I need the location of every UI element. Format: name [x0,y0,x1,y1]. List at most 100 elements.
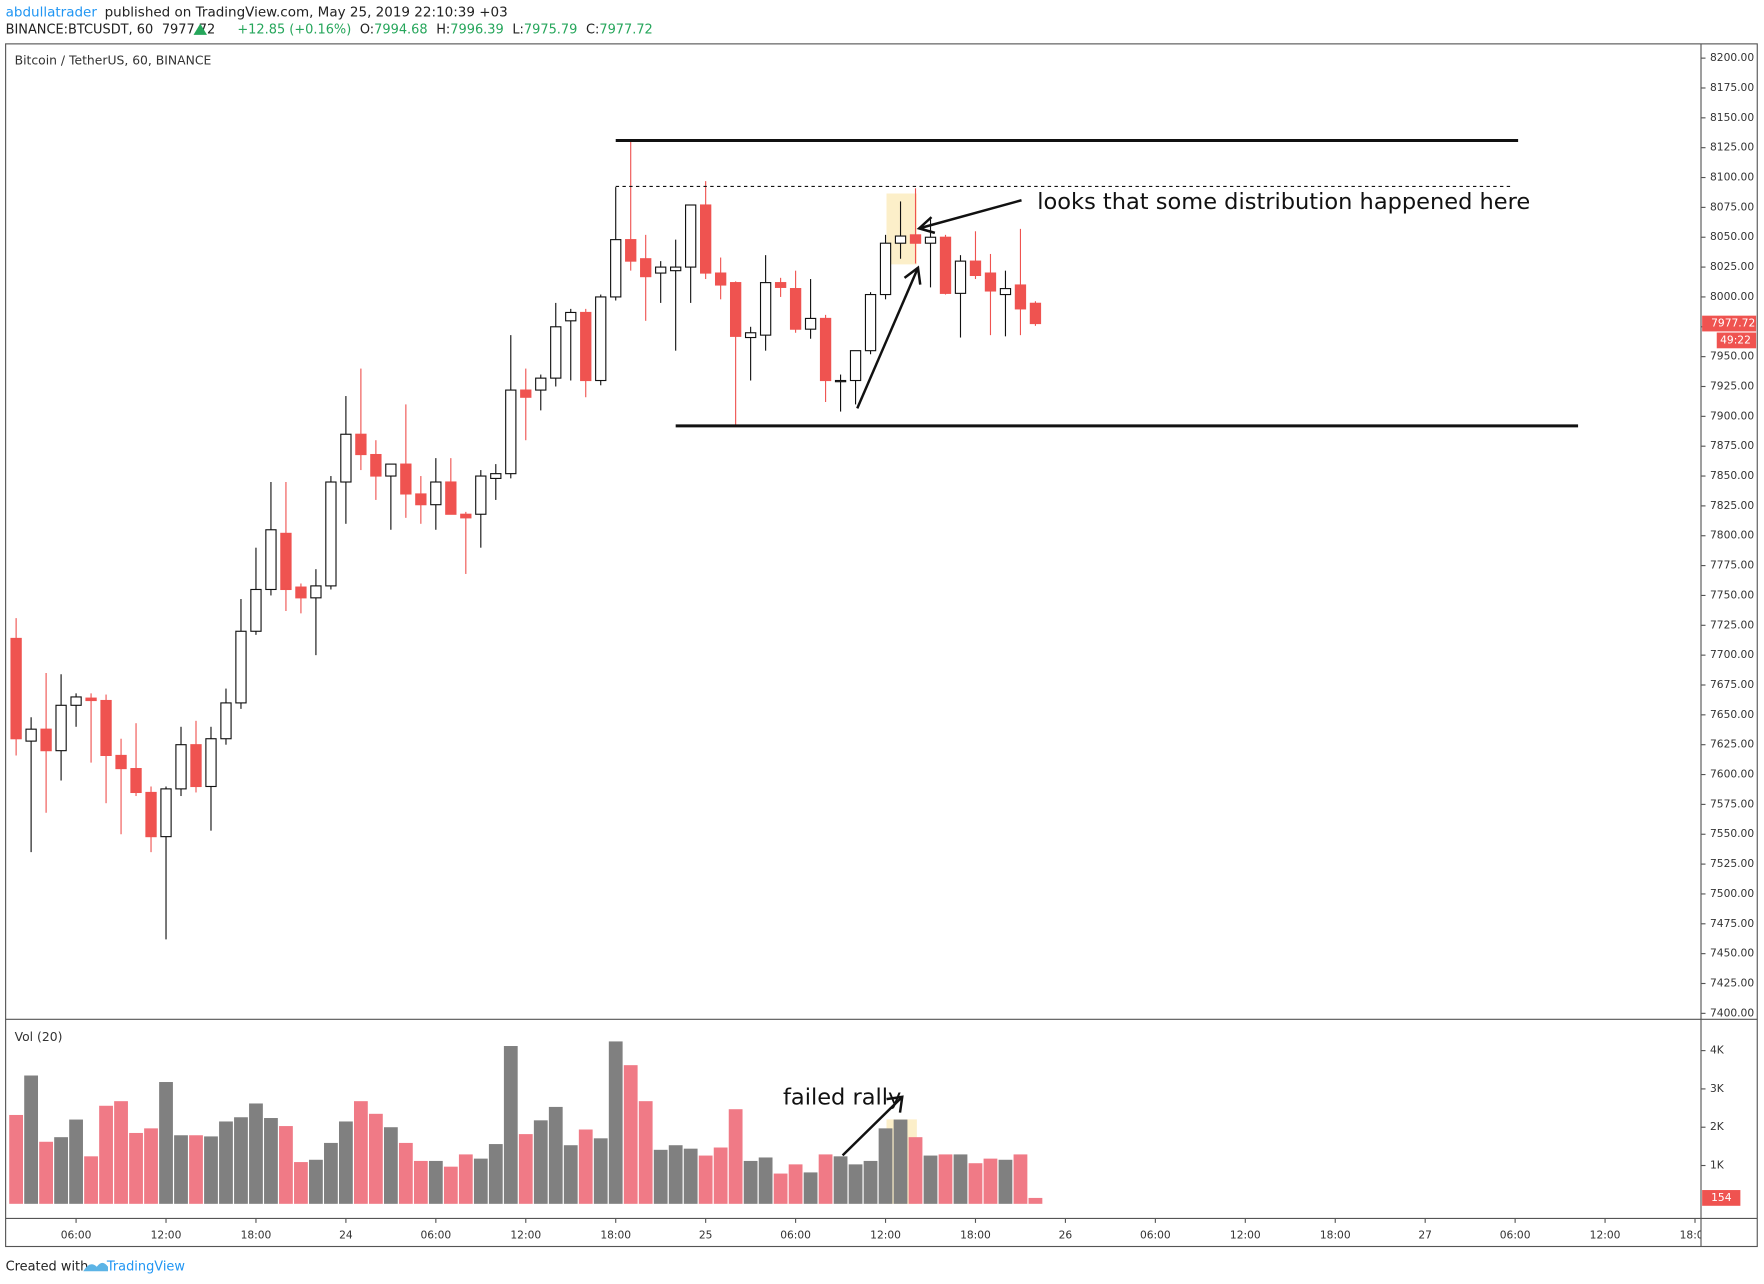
volume-bar [863,1160,878,1204]
candle-body [1029,302,1042,325]
volume-bar [878,1128,893,1204]
volume-bar [608,1041,623,1204]
candle-body [924,236,937,244]
candle-body [205,738,217,788]
arrow-head [916,216,936,235]
volume-bar [623,1065,638,1204]
volume-bar [189,1135,203,1204]
candle-body [670,266,682,272]
candle-body [954,260,967,294]
candle-body [55,704,67,752]
candle-body [355,433,367,456]
y-tick-label: 8000.00 [1710,290,1754,303]
y-tick-label: 7550.00 [1710,827,1754,840]
volume-bar [488,1144,503,1204]
y-tick-label: 8100.00 [1710,171,1754,184]
candle-body [25,728,37,742]
y-tick-label: 7750.00 [1710,588,1754,601]
volume-bar [713,1147,728,1204]
candle-body [849,350,862,382]
volume-bar [204,1136,218,1204]
volume-y-tick-label: 1K [1710,1159,1725,1172]
volume-bar [114,1101,128,1204]
volume-bar [413,1160,428,1204]
x-tick-label: 12:00 [1230,1228,1261,1241]
volume-bar [398,1142,413,1204]
y-tick-label: 7850.00 [1710,469,1754,482]
volume-bar [938,1154,953,1204]
x-tick-label: 12:00 [1590,1228,1621,1241]
y-tick-label: 7600.00 [1710,768,1754,781]
candle-body [984,272,997,292]
y-tick-label: 8075.00 [1710,200,1754,213]
brand-logo [83,1262,108,1272]
y-tick-label: 8150.00 [1710,111,1754,124]
arrow-head [886,1095,904,1113]
candle-body [759,282,772,336]
candle-body [10,637,22,740]
volume-bar [249,1103,263,1204]
y-tick-label: 7925.00 [1710,379,1754,392]
y-tick-label: 7625.00 [1710,738,1754,751]
x-tick-label: 06:00 [780,1228,811,1241]
volume-bar [893,1119,908,1204]
volume-bar [683,1148,698,1204]
y-tick-label: 7825.00 [1710,499,1754,512]
author[interactable]: abdullatrader [6,4,98,20]
candle-body [235,630,247,704]
volume-bar [129,1132,143,1204]
candle-body [714,272,727,286]
volume-bar [593,1138,608,1204]
candle-body [640,258,652,278]
candle-body [610,239,622,298]
x-tick-label: 12:00 [510,1228,541,1241]
candle-body [565,311,577,322]
candle-body [894,235,907,244]
candle-body [265,529,277,591]
candle-body [580,311,592,382]
y-tick-label: 7675.00 [1710,678,1754,691]
x-tick-label: 27 [1418,1228,1432,1241]
y-tick-label: 7450.00 [1710,947,1754,960]
candle-body [774,282,787,288]
volume-bar [503,1046,518,1204]
candle-body [789,288,802,330]
x-tick-label: 18:00 [1680,1228,1711,1241]
y-tick-label: 7575.00 [1710,797,1754,810]
volume-bar [983,1158,998,1204]
footer-brand[interactable]: TradingView [106,1259,186,1274]
y-tick-label: 8125.00 [1710,141,1754,154]
candle-body [999,288,1012,296]
candle-body [550,326,562,379]
volume-bar [84,1156,98,1204]
chart-title: Bitcoin / TetherUS, 60, BINANCE [15,53,212,67]
volume-bar [833,1156,848,1204]
volume-bar [518,1134,533,1204]
y-tick-label: 7950.00 [1710,350,1754,363]
candle-body [130,768,142,794]
marks: 7400.00 7425.00 7450.00 7475.00 7500.00 7525.… [9,51,1757,1241]
candle-body [505,389,517,475]
candle-body [295,586,307,599]
volume-bar [998,1159,1013,1204]
x-tick-label: 06:00 [1500,1228,1531,1241]
volume-bar [443,1166,458,1204]
volume-bar [563,1145,578,1204]
header-line: abdullatrader published on TradingView.c… [6,4,508,20]
last-volume-label: 154 [1711,1191,1732,1204]
candle-body [310,585,322,599]
x-tick-label: 25 [699,1228,713,1241]
close-label: C: [586,22,599,37]
last-price-box [1702,315,1757,332]
candle-body [520,389,532,398]
candle-body [145,791,157,838]
candle-body [400,463,412,495]
volume-annotation: failed rally [783,1085,901,1111]
volume-bar [743,1160,758,1204]
x-tick-label: 12:00 [151,1228,182,1241]
footer-created: Created with [6,1259,89,1274]
volume-bar [968,1163,983,1204]
candle-body [864,293,877,352]
candle-body [370,453,382,477]
